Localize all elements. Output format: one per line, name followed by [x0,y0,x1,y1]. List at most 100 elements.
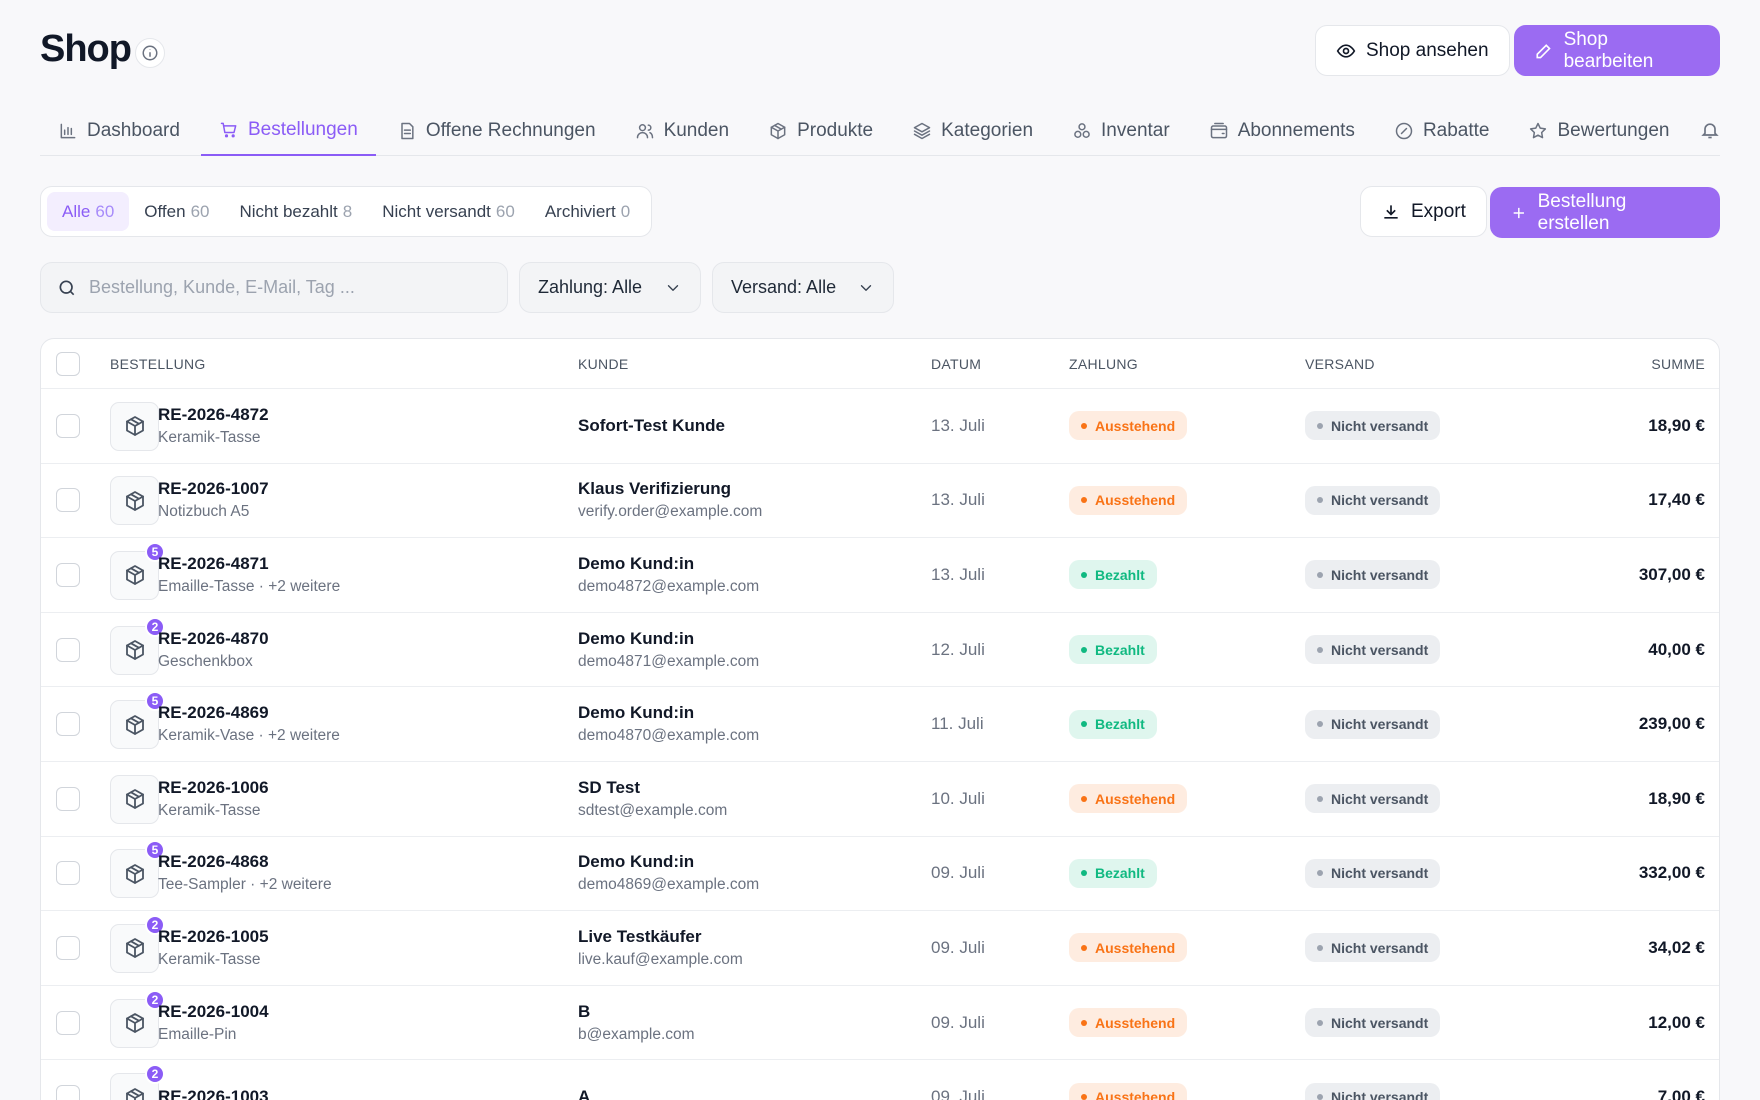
nav-tab[interactable]: Abonnements [1191,106,1373,156]
row-checkbox[interactable] [56,413,80,438]
product-thumb [110,774,159,824]
nav-tab[interactable]: Rabatte [1376,106,1508,156]
status-dot [1317,1094,1323,1100]
view-shop-button[interactable]: Shop ansehen [1315,25,1510,76]
item-count-badge: 2 [145,914,165,935]
nav-tab[interactable]: Bestellungen [200,106,376,156]
select-all-checkbox[interactable] [56,351,80,376]
payment-label: Bezahlt [1095,716,1145,733]
order-row[interactable]: RE-2026-1006 Keramik-Tasse SD Test sdtest@e… [41,762,1719,837]
create-order-button[interactable]: Bestellung erstellen [1490,187,1720,238]
filter-dropdown[interactable]: Versand: Alle [712,262,894,313]
row-checkbox[interactable] [56,861,80,886]
product-thumb [110,476,159,526]
order-number: RE-2026-1004 [158,1001,269,1021]
status-dot [1317,1019,1323,1026]
nav-tab-label: Bestellungen [247,119,358,140]
order-number: RE-2026-1005 [158,926,269,946]
shipping-label: Nicht versandt [1331,492,1429,509]
shipping-cell: Nicht versandt [1305,986,1441,1060]
order-row[interactable]: 2 RE-2026-1005 Keramik-Tasse Live Testkäufe… [41,911,1719,986]
order-cell: RE-2026-4868 Tee-Sampler · +2 weitere [158,837,332,911]
nav-tab-label: Produkte [797,120,874,141]
order-row[interactable]: 5 RE-2026-4868 Tee-Sampler · +2 weitere Dem… [41,837,1719,912]
search-input[interactable]: Bestellung, Kunde, E-Mail, Tag ... [40,262,508,313]
notifications-icon[interactable] [1700,120,1720,145]
filter-count: 60 [190,201,210,221]
payment-label: Ausstehend [1095,492,1176,509]
date-cell: 09. Juli [931,1060,985,1100]
order-row[interactable]: RE-2026-1007 Notizbuch A5 Klaus Verifizier… [41,464,1719,539]
date-cell: 11. Juli [931,687,984,761]
order-date: 12. Juli [931,639,985,659]
nav-tab[interactable]: Offene Rechnungen [379,106,614,156]
order-row[interactable]: 2 RE-2026-4870 Geschenkbox Demo Kund:in demo… [41,613,1719,688]
order-row[interactable]: 5 RE-2026-4869 Keramik-Vase · +2 weitere De… [41,687,1719,762]
order-row[interactable]: RE-2026-4872 Keramik-Tasse Sofort-Test Kun… [41,389,1719,464]
shipping-status: Nicht versandt [1305,485,1441,515]
nav-tab[interactable]: Dashboard [40,106,198,156]
column-header: SUMME [1651,355,1705,372]
nav-tab-label: Kategorien [941,120,1034,141]
order-cell: RE-2026-4870 Geschenkbox [158,613,269,687]
date-cell: 13. Juli [931,464,985,538]
order-items: Emaille-Tasse · +2 weitere [158,577,341,595]
row-checkbox[interactable] [56,786,80,811]
customer-name: Demo Kund:in [578,852,695,872]
dropdown-label: Zahlung: Alle [538,277,643,297]
order-cell: RE-2026-4871 Emaille-Tasse · +2 weitere [158,538,340,612]
order-date: 11. Juli [931,714,984,734]
order-number: RE-2026-1006 [158,777,269,797]
payment-label: Ausstehend [1095,417,1176,434]
payment-cell: Ausstehend [1069,911,1188,985]
filter-dropdown[interactable]: Zahlung: Alle [519,262,701,313]
payment-status: Bezahlt [1069,858,1157,888]
payment-status: Ausstehend [1069,1082,1188,1100]
row-checkbox[interactable] [56,1010,80,1035]
order-row[interactable]: 2 RE-2026-1003 A 09. Juli Ausstehend Nicht ve… [41,1060,1719,1100]
shipping-status: Nicht versandt [1305,933,1441,963]
shipping-label: Nicht versandt [1331,716,1429,733]
order-date: 13. Juli [931,490,985,510]
row-checkbox[interactable] [56,712,80,737]
item-count-badge: 5 [145,840,165,861]
row-checkbox[interactable] [56,562,80,587]
page-title: Shop [40,28,132,70]
edit-shop-button[interactable]: Shop bearbeiten [1514,25,1720,76]
order-date: 13. Juli [931,415,985,435]
info-icon[interactable] [135,38,165,68]
row-checkbox[interactable] [56,488,80,513]
row-checkbox[interactable] [56,1085,80,1100]
payment-status: Bezahlt [1069,560,1157,590]
row-checkbox[interactable] [56,935,80,960]
total-cell: 18,90 € [1648,389,1705,463]
search-placeholder: Bestellung, Kunde, E-Mail, Tag ... [89,277,355,297]
order-row[interactable]: 5 RE-2026-4871 Emaille-Tasse · +2 weitere D… [41,538,1719,613]
filter-tab[interactable]: Nicht versandt 60 [367,192,530,231]
customer-name: Demo Kund:in [578,703,695,723]
filter-tab[interactable]: Offen 60 [129,192,224,231]
order-items: Keramik-Tasse [158,950,261,968]
payment-label: Bezahlt [1095,865,1145,882]
nav-tab[interactable]: Kunden [617,106,748,156]
nav-tab[interactable]: Bewertungen [1510,106,1687,156]
filter-tab[interactable]: Archiviert 0 [530,192,645,231]
nav-tab[interactable]: Inventar [1054,106,1188,156]
nav-tab[interactable]: Produkte [750,106,891,156]
order-date: 10. Juli [931,788,985,808]
filter-tab[interactable]: Alle 60 [47,192,130,231]
status-dot [1081,1019,1087,1026]
filter-tab[interactable]: Nicht bezahlt 8 [224,192,367,231]
row-checkbox[interactable] [56,637,80,662]
order-total: 18,90 € [1648,415,1705,435]
export-button[interactable]: Export [1360,186,1487,237]
shipping-cell: Nicht versandt [1305,538,1441,612]
status-dot [1317,571,1323,578]
nav-tab[interactable]: Kategorien [894,106,1051,156]
customer-name: Klaus Verifizierung [578,479,732,499]
customer-name: B [578,1001,591,1021]
shipping-label: Nicht versandt [1331,939,1429,956]
customer-cell: A [578,1060,590,1100]
